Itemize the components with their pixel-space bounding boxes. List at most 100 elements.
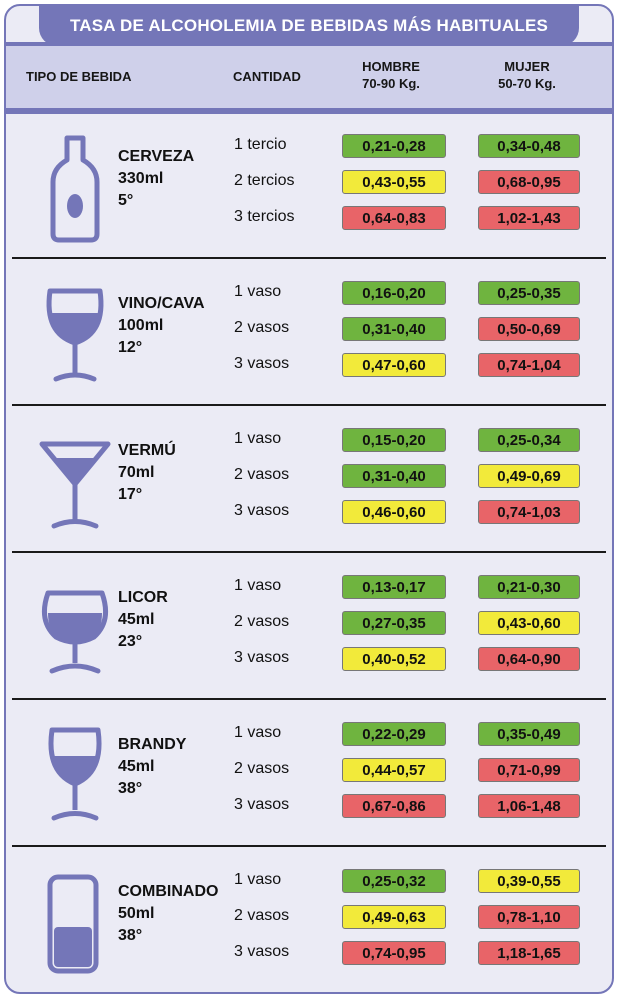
hombre-value-badge: 0,40-0,52 <box>342 647 446 671</box>
drink-volume: 330ml <box>118 170 164 187</box>
quantity-label: 3 vasos <box>234 796 290 813</box>
quantity-label: 3 vasos <box>234 649 290 666</box>
hombre-value-badge: 0,49-0,63 <box>342 905 446 929</box>
drink-degree: 38° <box>118 927 143 944</box>
quantity-label: 3 vasos <box>234 502 290 519</box>
mujer-value-badge: 0,50-0,69 <box>478 317 580 341</box>
row-divider <box>12 698 606 700</box>
header-hombre-weight: 70-90 Kg. <box>362 76 420 91</box>
quantity-label: 2 vasos <box>234 466 290 483</box>
quantity-label: 1 vaso <box>234 577 282 594</box>
drink-row: LICOR 45ml 23° 1 vaso 0,13-0,17 0,21-0,30 2 va… <box>6 553 612 699</box>
hombre-value-badge: 0,67-0,86 <box>342 794 446 818</box>
hombre-value-badge: 0,15-0,20 <box>342 428 446 452</box>
drink-degree: 17° <box>118 486 143 503</box>
mujer-value-badge: 0,34-0,48 <box>478 134 580 158</box>
drink-name: LICOR <box>118 589 168 606</box>
highball-glass-icon <box>36 867 114 979</box>
drink-row: CERVEZA 330ml 5° 1 tercio 0,21-0,28 0,34-0,48… <box>6 112 612 258</box>
quantity-label: 1 vaso <box>234 430 282 447</box>
drink-name: CERVEZA <box>118 148 195 165</box>
drink-info: VERMÚ 70ml 17° <box>118 440 176 506</box>
hombre-value-badge: 0,27-0,35 <box>342 611 446 635</box>
hombre-value-badge: 0,13-0,17 <box>342 575 446 599</box>
wine-glass-icon <box>36 279 114 391</box>
hombre-value-badge: 0,22-0,29 <box>342 722 446 746</box>
header-hombre-label: HOMBRE <box>362 59 420 74</box>
quantity-label: 2 vasos <box>234 760 290 777</box>
quantity-label: 1 vaso <box>234 283 282 300</box>
mujer-value-badge: 0,25-0,35 <box>478 281 580 305</box>
mujer-value-badge: 0,35-0,49 <box>478 722 580 746</box>
drink-volume: 50ml <box>118 905 155 922</box>
beer-bottle-icon <box>36 132 114 244</box>
drink-row: VINO/CAVA 100ml 12° 1 vaso 0,16-0,20 0,25-0,3… <box>6 259 612 405</box>
drink-info: LICOR 45ml 23° <box>118 587 168 653</box>
hombre-value-badge: 0,64-0,83 <box>342 206 446 230</box>
hombre-value-badge: 0,43-0,55 <box>342 170 446 194</box>
brandy-glass-icon <box>36 720 114 832</box>
drink-volume: 45ml <box>118 758 155 775</box>
mujer-value-badge: 0,49-0,69 <box>478 464 580 488</box>
mujer-value-badge: 0,21-0,30 <box>478 575 580 599</box>
drink-info: CERVEZA 330ml 5° <box>118 146 194 212</box>
quantity-label: 3 vasos <box>234 355 290 372</box>
header-hombre: HOMBRE 70-90 Kg. <box>336 58 446 92</box>
drink-row: COMBINADO 50ml 38° 1 vaso 0,25-0,32 0,39-0,55… <box>6 847 612 992</box>
mujer-value-badge: 0,43-0,60 <box>478 611 580 635</box>
header-mujer-weight: 50-70 Kg. <box>498 76 556 91</box>
header-tipo: TIPO DE BEBIDA <box>26 69 132 84</box>
hombre-value-badge: 0,46-0,60 <box>342 500 446 524</box>
drink-name: VINO/CAVA <box>118 295 205 312</box>
hombre-value-badge: 0,47-0,60 <box>342 353 446 377</box>
quantity-label: 1 vaso <box>234 724 282 741</box>
drink-degree: 38° <box>118 780 143 797</box>
mujer-value-badge: 0,74-1,04 <box>478 353 580 377</box>
alcohol-table-frame: TASA DE ALCOHOLEMIA DE BEBIDAS MÁS HABIT… <box>4 4 614 994</box>
liqueur-glass-icon <box>36 573 114 685</box>
page-title: TASA DE ALCOHOLEMIA DE BEBIDAS MÁS HABIT… <box>39 6 579 46</box>
drink-name: BRANDY <box>118 736 187 753</box>
header-cantidad: CANTIDAD <box>233 69 301 84</box>
quantity-label: 2 tercios <box>234 172 295 189</box>
hombre-value-badge: 0,21-0,28 <box>342 134 446 158</box>
drink-name: COMBINADO <box>118 883 219 900</box>
row-divider <box>12 845 606 847</box>
drink-info: VINO/CAVA 100ml 12° <box>118 293 205 359</box>
drink-degree: 12° <box>118 339 143 356</box>
hombre-value-badge: 0,25-0,32 <box>342 869 446 893</box>
quantity-label: 3 vasos <box>234 943 290 960</box>
hombre-value-badge: 0,16-0,20 <box>342 281 446 305</box>
martini-glass-icon <box>36 426 114 538</box>
quantity-label: 2 vasos <box>234 613 290 630</box>
drink-degree: 23° <box>118 633 143 650</box>
hombre-value-badge: 0,31-0,40 <box>342 464 446 488</box>
drink-info: BRANDY 45ml 38° <box>118 734 186 800</box>
mujer-value-badge: 1,06-1,48 <box>478 794 580 818</box>
header-mujer: MUJER 50-70 Kg. <box>472 58 582 92</box>
quantity-label: 1 tercio <box>234 136 287 153</box>
mujer-value-badge: 0,25-0,34 <box>478 428 580 452</box>
mujer-value-badge: 0,74-1,03 <box>478 500 580 524</box>
row-divider <box>12 257 606 259</box>
mujer-value-badge: 1,18-1,65 <box>478 941 580 965</box>
drink-info: COMBINADO 50ml 38° <box>118 881 218 947</box>
quantity-label: 2 vasos <box>234 319 290 336</box>
drink-name: VERMÚ <box>118 442 176 459</box>
mujer-value-badge: 0,78-1,10 <box>478 905 580 929</box>
mujer-value-badge: 0,64-0,90 <box>478 647 580 671</box>
mujer-value-badge: 0,68-0,95 <box>478 170 580 194</box>
mujer-value-badge: 1,02-1,43 <box>478 206 580 230</box>
header-mujer-label: MUJER <box>504 59 550 74</box>
hombre-value-badge: 0,74-0,95 <box>342 941 446 965</box>
drink-row: BRANDY 45ml 38° 1 vaso 0,22-0,29 0,35-0,49 2 v… <box>6 700 612 846</box>
drink-degree: 5° <box>118 192 134 209</box>
drink-row: VERMÚ 70ml 17° 1 vaso 0,15-0,20 0,25-0,34 2 va… <box>6 406 612 552</box>
drink-volume: 45ml <box>118 611 155 628</box>
row-divider <box>12 404 606 406</box>
hombre-value-badge: 0,31-0,40 <box>342 317 446 341</box>
mujer-value-badge: 0,71-0,99 <box>478 758 580 782</box>
mujer-value-badge: 0,39-0,55 <box>478 869 580 893</box>
drink-volume: 100ml <box>118 317 164 334</box>
quantity-label: 1 vaso <box>234 871 282 888</box>
